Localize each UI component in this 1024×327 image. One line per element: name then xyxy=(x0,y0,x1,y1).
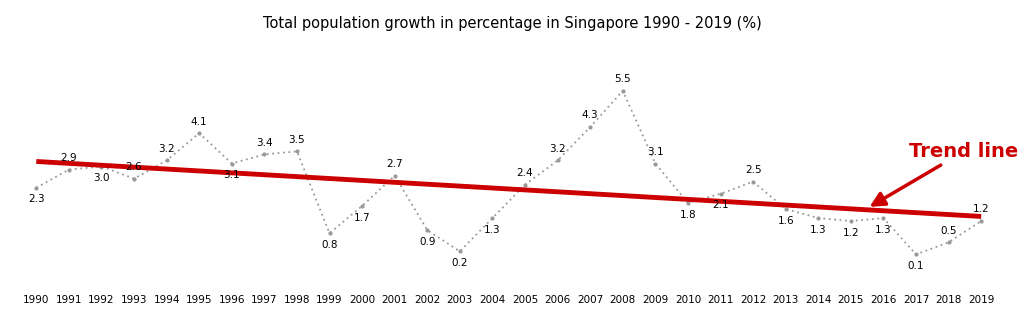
Text: 2.9: 2.9 xyxy=(60,153,77,163)
Text: 4.1: 4.1 xyxy=(190,116,208,127)
Title: Total population growth in percentage in Singapore 1990 - 2019 (%): Total population growth in percentage in… xyxy=(262,16,762,31)
Text: 0.5: 0.5 xyxy=(940,226,956,236)
Text: 3.5: 3.5 xyxy=(289,135,305,145)
Text: 3.0: 3.0 xyxy=(93,173,110,183)
Text: 0.9: 0.9 xyxy=(419,237,435,247)
Text: 3.2: 3.2 xyxy=(549,144,566,154)
Text: 1.8: 1.8 xyxy=(680,210,696,219)
Text: 4.3: 4.3 xyxy=(582,111,598,120)
Text: 0.1: 0.1 xyxy=(907,261,925,271)
Text: 2.6: 2.6 xyxy=(126,162,142,172)
Text: 2.7: 2.7 xyxy=(386,159,403,169)
Text: 3.4: 3.4 xyxy=(256,138,272,148)
Text: 1.7: 1.7 xyxy=(354,213,371,223)
Text: 2.5: 2.5 xyxy=(744,165,762,175)
Text: Trend line: Trend line xyxy=(872,142,1019,205)
Text: 3.1: 3.1 xyxy=(647,147,664,157)
Text: 1.3: 1.3 xyxy=(810,225,826,235)
Text: 2.1: 2.1 xyxy=(713,200,729,211)
Text: 1.2: 1.2 xyxy=(843,228,859,238)
Text: 3.2: 3.2 xyxy=(159,144,175,154)
Text: 0.2: 0.2 xyxy=(452,258,468,268)
Text: 1.3: 1.3 xyxy=(484,225,501,235)
Text: 1.6: 1.6 xyxy=(777,215,794,226)
Text: 3.1: 3.1 xyxy=(223,170,240,180)
Text: 1.2: 1.2 xyxy=(973,204,989,215)
Text: 1.3: 1.3 xyxy=(876,225,892,235)
Text: 5.5: 5.5 xyxy=(614,74,631,84)
Text: 2.4: 2.4 xyxy=(517,168,534,178)
Text: 2.3: 2.3 xyxy=(28,195,45,204)
Text: 0.8: 0.8 xyxy=(322,240,338,250)
